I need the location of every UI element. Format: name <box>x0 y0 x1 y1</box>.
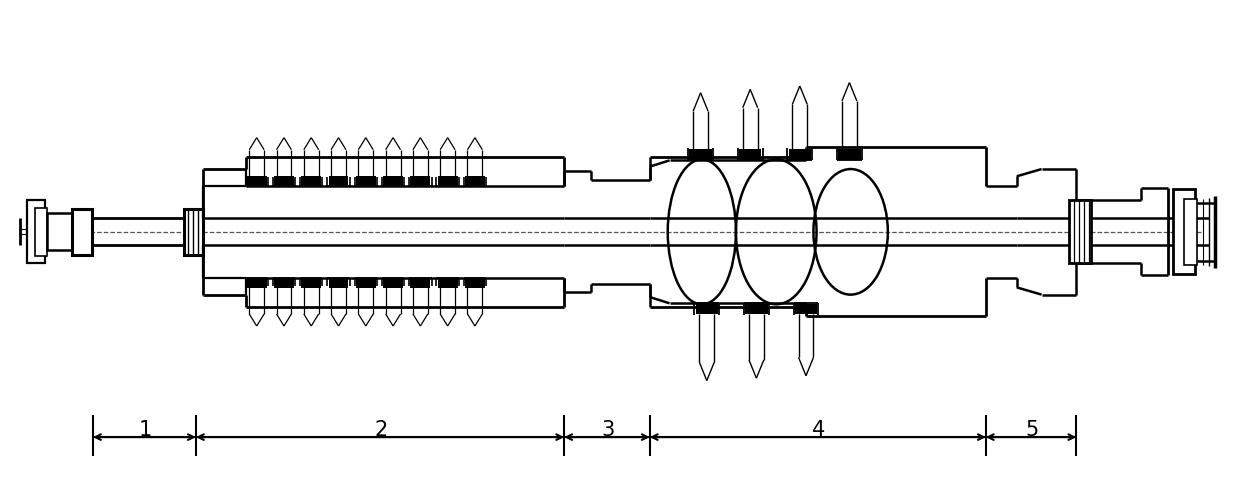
Bar <box>47 213 74 250</box>
Bar <box>27 200 45 263</box>
Bar <box>838 149 861 160</box>
Text: 1: 1 <box>139 420 151 440</box>
Bar <box>465 278 485 288</box>
Bar <box>247 278 267 288</box>
Bar <box>1069 200 1091 263</box>
Bar <box>274 278 294 288</box>
Text: 3: 3 <box>601 420 614 440</box>
Bar <box>301 176 321 185</box>
Text: 2: 2 <box>374 420 387 440</box>
Bar <box>247 176 267 185</box>
Bar <box>274 176 294 185</box>
Bar <box>1173 189 1195 274</box>
Bar <box>438 278 458 288</box>
Bar <box>329 278 348 288</box>
Bar <box>301 278 321 288</box>
Bar <box>184 209 203 255</box>
Bar <box>410 176 430 185</box>
Bar <box>789 149 811 160</box>
Bar <box>383 278 403 288</box>
Bar <box>329 176 348 185</box>
Bar <box>696 304 718 314</box>
Bar <box>739 149 761 160</box>
Bar <box>689 149 712 160</box>
Bar <box>383 176 403 185</box>
Bar <box>356 176 376 185</box>
Bar <box>438 176 458 185</box>
Bar <box>465 176 485 185</box>
Bar <box>1184 199 1197 265</box>
Bar <box>356 278 376 288</box>
Bar <box>745 304 768 314</box>
Text: 5: 5 <box>1025 420 1038 440</box>
Bar <box>35 208 47 256</box>
Bar <box>410 278 430 288</box>
Text: 4: 4 <box>812 420 825 440</box>
Bar <box>72 209 92 255</box>
Bar <box>795 304 817 314</box>
